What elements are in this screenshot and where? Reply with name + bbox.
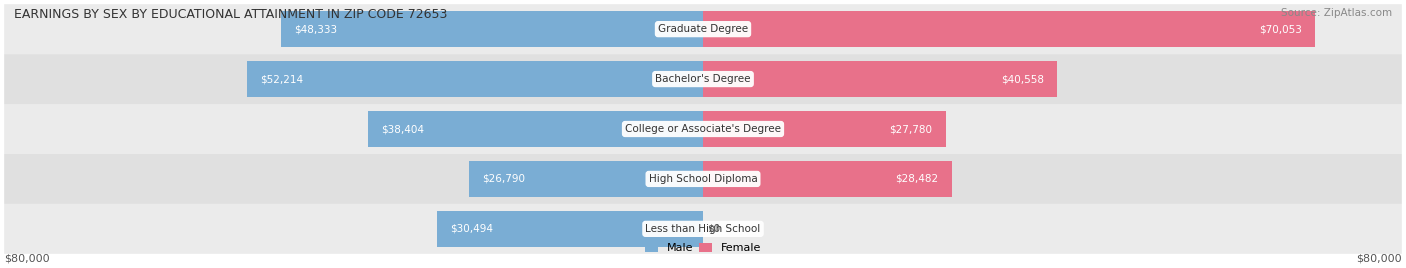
Text: Bachelor's Degree: Bachelor's Degree xyxy=(655,74,751,84)
Bar xyxy=(703,111,946,147)
Bar xyxy=(437,211,703,247)
Text: Source: ZipAtlas.com: Source: ZipAtlas.com xyxy=(1281,8,1392,18)
Bar xyxy=(281,11,703,47)
Text: College or Associate's Degree: College or Associate's Degree xyxy=(626,124,780,134)
Text: $38,404: $38,404 xyxy=(381,124,423,134)
FancyBboxPatch shape xyxy=(4,104,1402,154)
Legend: Male, Female: Male, Female xyxy=(644,243,762,253)
Text: $0: $0 xyxy=(707,224,720,234)
FancyBboxPatch shape xyxy=(4,154,1402,204)
FancyBboxPatch shape xyxy=(4,204,1402,254)
Text: $48,333: $48,333 xyxy=(294,24,337,34)
Bar xyxy=(703,161,952,197)
FancyBboxPatch shape xyxy=(4,4,1402,54)
Text: High School Diploma: High School Diploma xyxy=(648,174,758,184)
Bar xyxy=(367,111,703,147)
Bar xyxy=(247,61,703,97)
Bar xyxy=(703,11,1315,47)
Text: $30,494: $30,494 xyxy=(450,224,492,234)
Text: $80,000: $80,000 xyxy=(1357,254,1402,264)
Text: EARNINGS BY SEX BY EDUCATIONAL ATTAINMENT IN ZIP CODE 72653: EARNINGS BY SEX BY EDUCATIONAL ATTAINMEN… xyxy=(14,8,447,21)
Text: Graduate Degree: Graduate Degree xyxy=(658,24,748,34)
Text: $26,790: $26,790 xyxy=(482,174,524,184)
Text: $28,482: $28,482 xyxy=(896,174,939,184)
Text: $70,053: $70,053 xyxy=(1258,24,1302,34)
Bar xyxy=(703,61,1057,97)
FancyBboxPatch shape xyxy=(4,54,1402,104)
Bar xyxy=(470,161,703,197)
Text: Less than High School: Less than High School xyxy=(645,224,761,234)
Text: $40,558: $40,558 xyxy=(1001,74,1045,84)
Text: $80,000: $80,000 xyxy=(4,254,49,264)
Text: $27,780: $27,780 xyxy=(890,124,932,134)
Text: $52,214: $52,214 xyxy=(260,74,304,84)
